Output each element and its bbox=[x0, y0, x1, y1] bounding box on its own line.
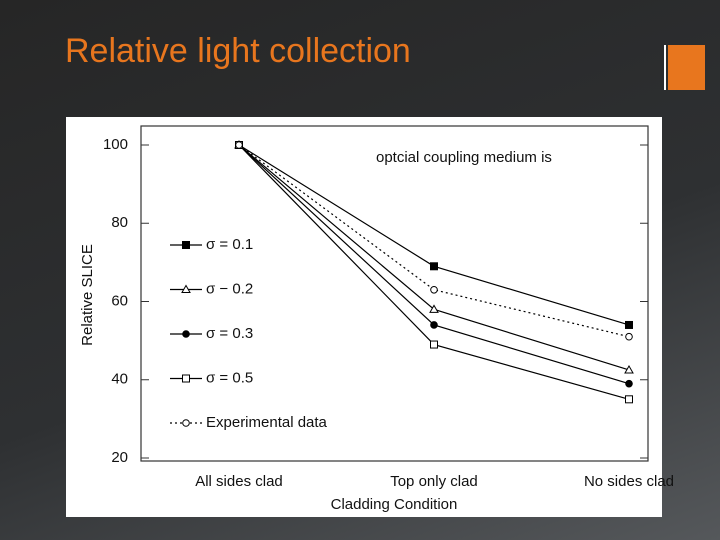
legend-label: Experimental data bbox=[206, 414, 328, 431]
y-tick-label: 100 bbox=[103, 136, 128, 153]
marker bbox=[624, 364, 634, 374]
legend-label: σ = 0.5 bbox=[206, 369, 253, 386]
marker bbox=[625, 395, 633, 404]
marker bbox=[181, 284, 191, 293]
marker bbox=[182, 330, 190, 338]
marker bbox=[625, 332, 633, 341]
marker bbox=[182, 374, 190, 383]
legend-label: σ = 0.3 bbox=[206, 325, 253, 342]
marker bbox=[182, 241, 190, 249]
annotation: optcial coupling medium is bbox=[376, 149, 552, 166]
y-axis-label: Relative SLICE bbox=[79, 244, 96, 346]
x-tick-label: No sides clad bbox=[584, 473, 674, 490]
y-tick-label: 80 bbox=[111, 214, 128, 231]
marker bbox=[430, 262, 438, 271]
decoration bbox=[668, 45, 705, 90]
y-tick-label: 20 bbox=[111, 449, 128, 466]
x-tick-label: All sides clad bbox=[195, 473, 283, 490]
y-tick-label: 40 bbox=[111, 371, 128, 388]
marker bbox=[625, 320, 633, 329]
marker bbox=[430, 285, 438, 294]
x-tick-label: Top only clad bbox=[390, 473, 478, 490]
marker bbox=[430, 321, 438, 329]
plot-frame bbox=[140, 125, 649, 462]
slide-title: Relative light collection bbox=[65, 32, 411, 70]
marker bbox=[235, 141, 243, 149]
y-tick-label: 60 bbox=[111, 292, 128, 309]
chart-panel bbox=[66, 117, 662, 517]
marker bbox=[182, 419, 190, 427]
marker bbox=[430, 340, 438, 349]
marker bbox=[429, 304, 439, 313]
legend-label: σ − 0.2 bbox=[206, 280, 253, 297]
marker bbox=[625, 379, 633, 388]
legend-label: σ = 0.1 bbox=[206, 236, 253, 253]
series-line bbox=[238, 144, 630, 338]
x-axis-label: Cladding Condition bbox=[331, 496, 458, 513]
